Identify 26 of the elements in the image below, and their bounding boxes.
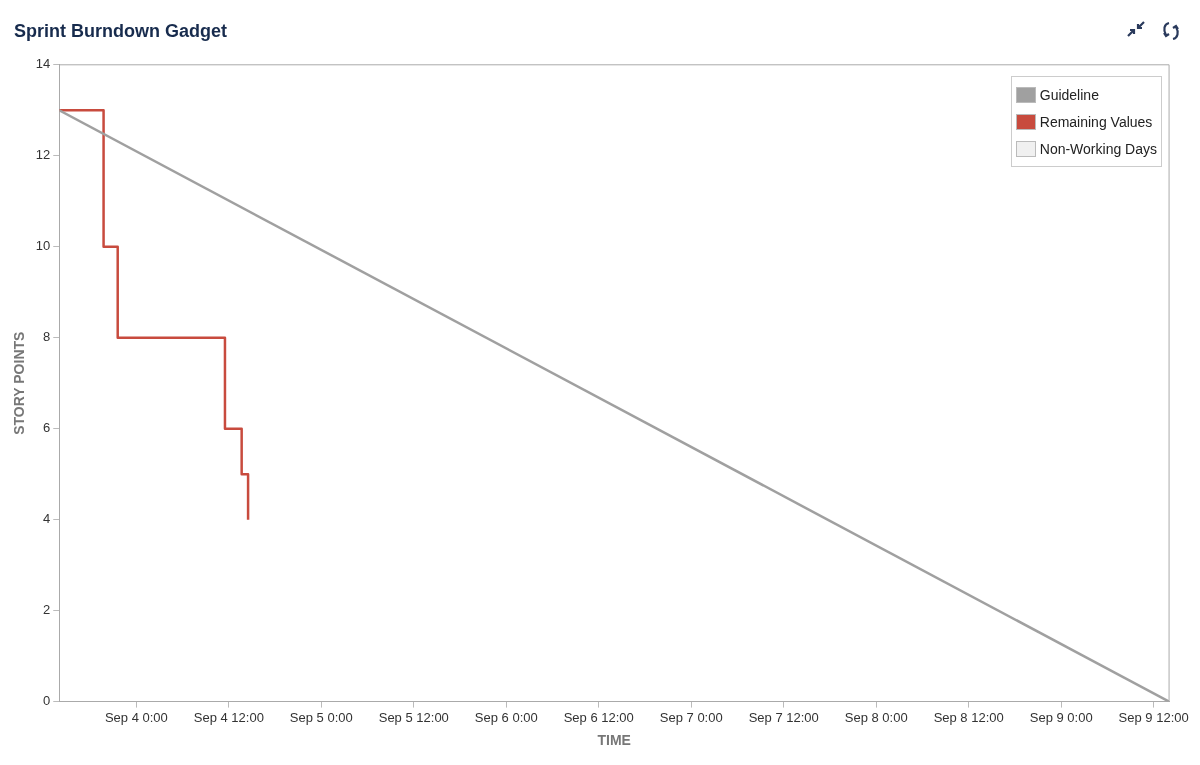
x-tick-label: Sep 7 12:00	[748, 709, 819, 725]
y-tick-label: 8	[43, 329, 51, 345]
x-axis-title: TIME	[597, 732, 631, 749]
x-tick-label: Sep 6 12:00	[563, 709, 634, 725]
x-tick-label: Sep 9 12:00	[1118, 709, 1189, 725]
chart-title: Sprint Burndown Gadget	[13, 20, 227, 42]
y-axis-title: STORY POINTS	[11, 331, 28, 435]
x-tick-label: Sep 7 0:00	[659, 709, 723, 725]
legend-label: Guideline	[1039, 86, 1099, 103]
y-tick-label: 10	[35, 238, 51, 254]
y-tick-label: 6	[43, 420, 51, 436]
y-tick-label: 14	[35, 56, 51, 72]
legend-label: Non-Working Days	[1039, 140, 1157, 157]
x-tick-label: Sep 4 0:00	[104, 709, 168, 725]
y-tick-label: 4	[43, 511, 51, 527]
y-tick-label: 2	[43, 602, 51, 618]
legend-label: Remaining Values	[1039, 113, 1153, 130]
x-tick-label: Sep 4 12:00	[193, 709, 264, 725]
x-tick-label: Sep 6 0:00	[474, 709, 538, 725]
y-tick-label: 12	[35, 147, 51, 163]
x-tick-label: Sep 9 0:00	[1029, 709, 1093, 725]
x-tick-label: Sep 5 12:00	[378, 709, 449, 725]
x-tick-label: Sep 8 0:00	[844, 709, 908, 725]
x-tick-label: Sep 5 0:00	[289, 709, 353, 725]
x-tick-label: Sep 8 12:00	[933, 709, 1004, 725]
y-tick-label: 0	[43, 693, 51, 709]
